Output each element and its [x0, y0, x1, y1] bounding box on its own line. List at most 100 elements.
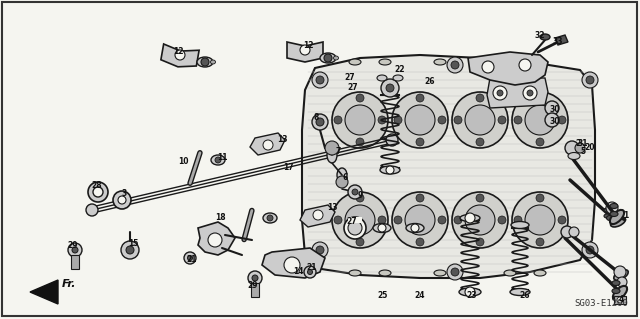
Ellipse shape — [534, 59, 546, 65]
Text: 13: 13 — [276, 136, 287, 145]
Text: 6: 6 — [342, 174, 348, 182]
Ellipse shape — [612, 288, 620, 293]
Text: 29: 29 — [248, 280, 259, 290]
Circle shape — [416, 194, 424, 202]
Text: 2: 2 — [575, 138, 580, 147]
Text: 23: 23 — [467, 291, 477, 300]
Circle shape — [334, 216, 342, 224]
Circle shape — [465, 105, 495, 135]
Ellipse shape — [459, 288, 481, 296]
Circle shape — [606, 202, 618, 214]
Circle shape — [386, 166, 394, 174]
Ellipse shape — [540, 34, 550, 40]
Circle shape — [344, 217, 366, 239]
Circle shape — [86, 204, 98, 216]
Circle shape — [356, 138, 364, 146]
Text: 9: 9 — [357, 190, 363, 199]
Circle shape — [527, 90, 533, 96]
Text: 24: 24 — [415, 292, 425, 300]
Ellipse shape — [393, 75, 403, 81]
Circle shape — [126, 246, 134, 254]
Text: 31: 31 — [578, 138, 588, 147]
Circle shape — [88, 182, 108, 202]
Circle shape — [476, 194, 484, 202]
Circle shape — [316, 246, 324, 254]
Circle shape — [345, 205, 375, 235]
Circle shape — [482, 61, 494, 73]
Circle shape — [565, 141, 579, 155]
Ellipse shape — [327, 147, 337, 163]
Circle shape — [248, 271, 262, 285]
Circle shape — [451, 268, 459, 276]
Ellipse shape — [568, 152, 580, 160]
Polygon shape — [262, 248, 325, 278]
Text: Fr.: Fr. — [62, 279, 77, 289]
Circle shape — [586, 76, 594, 84]
Circle shape — [465, 287, 475, 297]
Circle shape — [68, 243, 82, 257]
Text: 25: 25 — [378, 292, 388, 300]
Text: 10: 10 — [178, 158, 188, 167]
Circle shape — [447, 264, 463, 280]
Ellipse shape — [610, 204, 618, 209]
Circle shape — [536, 238, 544, 246]
Ellipse shape — [504, 59, 516, 65]
Circle shape — [113, 191, 131, 209]
Circle shape — [476, 138, 484, 146]
Circle shape — [252, 275, 258, 281]
Circle shape — [476, 94, 484, 102]
Polygon shape — [300, 205, 335, 227]
Circle shape — [345, 105, 375, 135]
Circle shape — [118, 196, 126, 204]
Text: 33: 33 — [553, 38, 563, 47]
Circle shape — [438, 216, 446, 224]
Ellipse shape — [504, 270, 516, 276]
Text: 18: 18 — [214, 213, 225, 222]
Circle shape — [334, 116, 342, 124]
Circle shape — [324, 54, 332, 62]
Circle shape — [307, 270, 312, 275]
Text: 26: 26 — [520, 291, 531, 300]
Circle shape — [184, 252, 196, 264]
Ellipse shape — [510, 288, 530, 295]
Polygon shape — [487, 78, 548, 108]
Circle shape — [392, 192, 448, 248]
Circle shape — [201, 58, 209, 66]
Circle shape — [561, 226, 573, 238]
Text: 12: 12 — [303, 41, 313, 50]
Circle shape — [575, 143, 585, 153]
Ellipse shape — [434, 59, 446, 65]
Circle shape — [525, 205, 555, 235]
Ellipse shape — [373, 224, 391, 233]
Ellipse shape — [379, 270, 391, 276]
Text: 22: 22 — [395, 65, 405, 75]
Ellipse shape — [263, 213, 277, 223]
Text: 15: 15 — [128, 240, 138, 249]
Text: 17: 17 — [283, 164, 293, 173]
Polygon shape — [468, 52, 548, 85]
Circle shape — [497, 90, 503, 96]
Circle shape — [545, 113, 559, 127]
Ellipse shape — [511, 221, 529, 228]
Circle shape — [454, 216, 462, 224]
Text: 3: 3 — [122, 189, 127, 197]
Circle shape — [332, 192, 388, 248]
Circle shape — [465, 213, 475, 223]
Circle shape — [558, 216, 566, 224]
Polygon shape — [287, 42, 323, 62]
Circle shape — [416, 94, 424, 102]
Circle shape — [545, 101, 559, 115]
Text: 32: 32 — [535, 31, 545, 40]
Text: 5: 5 — [580, 147, 586, 157]
Ellipse shape — [379, 59, 391, 65]
Circle shape — [617, 277, 627, 287]
Circle shape — [405, 205, 435, 235]
Circle shape — [316, 76, 324, 84]
Circle shape — [523, 86, 537, 100]
Ellipse shape — [534, 270, 546, 276]
Ellipse shape — [614, 270, 628, 280]
Circle shape — [519, 59, 531, 71]
Ellipse shape — [197, 57, 213, 67]
Text: 11: 11 — [217, 153, 227, 162]
Ellipse shape — [406, 224, 424, 233]
